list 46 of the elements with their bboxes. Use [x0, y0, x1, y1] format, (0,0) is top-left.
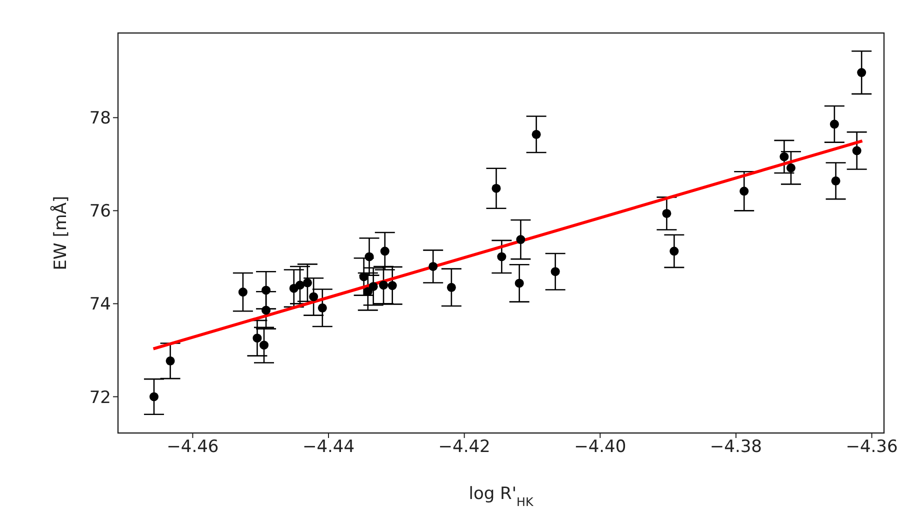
point: [857, 68, 866, 78]
point: [309, 292, 318, 302]
point: [259, 340, 269, 350]
point: [780, 152, 789, 162]
point: [497, 252, 506, 262]
point: [446, 282, 456, 292]
point: [740, 186, 749, 196]
x-axis-title: log R'$_{HK}$: [468, 484, 534, 509]
x-tick-label: −4.42: [438, 437, 490, 458]
point: [262, 306, 271, 315]
point: [831, 176, 840, 186]
point: [149, 392, 159, 402]
point: [492, 184, 501, 193]
point: [166, 356, 175, 366]
y-axis-title: EW [mÅ]: [50, 196, 71, 270]
point: [302, 278, 312, 288]
point: [550, 267, 560, 276]
point: [368, 282, 378, 291]
point: [388, 281, 397, 290]
point: [532, 130, 541, 139]
point: [786, 163, 796, 172]
x-tick-label: −4.36: [846, 437, 898, 458]
point: [662, 208, 672, 218]
y-tick-label: 72: [89, 388, 111, 408]
point: [318, 303, 327, 312]
y-tick-label: 76: [89, 202, 111, 222]
point: [670, 246, 679, 256]
point: [852, 146, 862, 156]
x-tick-label: −4.40: [574, 437, 626, 458]
point: [830, 120, 839, 129]
point: [428, 262, 438, 271]
point: [262, 286, 271, 295]
x-tick-label: −4.38: [710, 437, 762, 458]
point: [359, 272, 368, 282]
x-tick-label: −4.46: [166, 437, 219, 458]
y-tick-label: 78: [89, 108, 111, 129]
y-tick-label: 74: [89, 294, 111, 315]
point: [514, 278, 524, 288]
x-tick-label: −4.44: [302, 437, 355, 458]
point: [380, 246, 390, 256]
point: [516, 235, 526, 244]
point: [379, 280, 388, 290]
point: [295, 280, 305, 290]
point: [364, 252, 374, 262]
point: [252, 334, 262, 343]
point: [238, 288, 248, 297]
